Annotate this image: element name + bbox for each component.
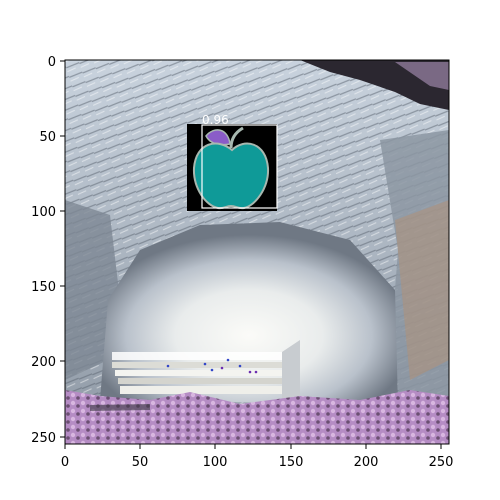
y-tick-label: 200	[31, 355, 56, 370]
y-tick-label: 0	[48, 55, 56, 70]
x-tick-label: 150	[279, 455, 304, 470]
y-tick-label: 250	[31, 431, 56, 446]
detection-score-label: 0.96	[202, 113, 229, 127]
detection-overlay: 0.96	[187, 113, 278, 211]
x-tick-label: 0	[61, 455, 69, 470]
cave-opening	[100, 222, 398, 405]
scene-image	[65, 60, 449, 444]
people-dots	[166, 358, 258, 374]
detection-box	[201, 124, 278, 209]
x-axis: 0 50 100 150 200 250	[61, 444, 454, 470]
y-tick-label: 100	[31, 205, 56, 220]
x-tick-label: 200	[354, 455, 379, 470]
y-tick-label: 150	[31, 280, 56, 295]
y-axis: 0 50 100 150 200 250	[31, 55, 65, 446]
plot-frame	[64, 59, 450, 445]
y-tick-label: 50	[39, 130, 56, 145]
foreground-foliage	[65, 390, 449, 444]
x-tick-label: 50	[132, 455, 149, 470]
x-tick-label: 100	[203, 455, 228, 470]
plaza-steps	[112, 340, 300, 400]
apple-icon	[192, 126, 270, 210]
x-tick-label: 250	[429, 455, 454, 470]
